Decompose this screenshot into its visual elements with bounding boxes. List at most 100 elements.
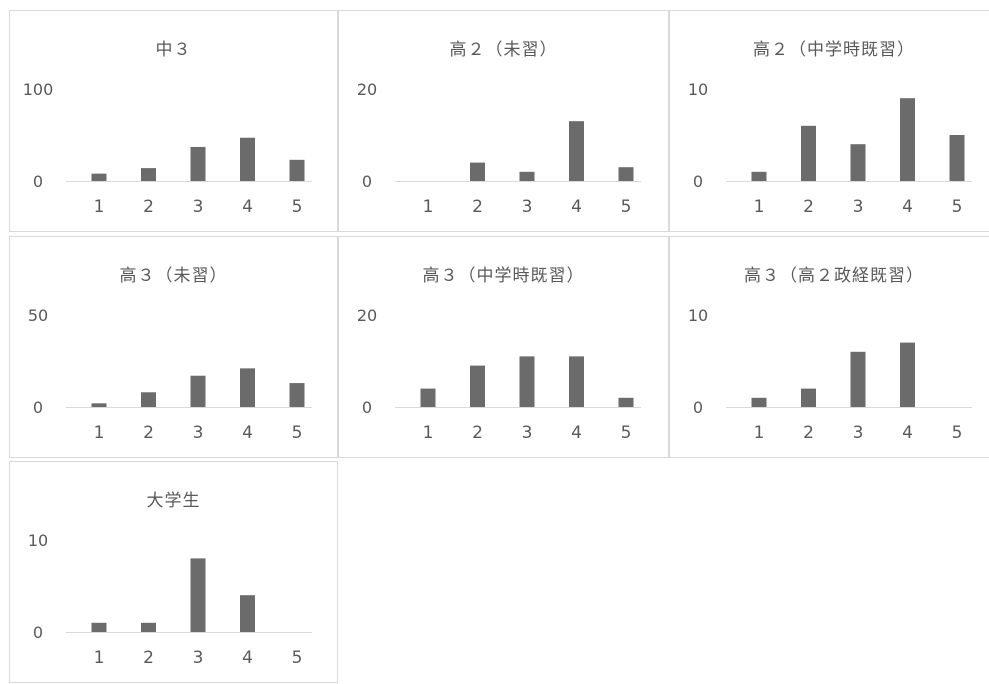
bar-1 <box>91 403 107 407</box>
y-tick-label: 10 <box>688 80 708 99</box>
bar-3 <box>850 351 866 407</box>
bar-5 <box>618 397 634 407</box>
chart-panel-ko3-ko2-seikei-kishu: 0 10 1 2 3 4 5 高３（高２政経既習） <box>669 236 989 458</box>
y-tick-label: 0 <box>33 172 43 191</box>
chart-plot: 0 10 1 2 3 4 5 <box>688 306 972 443</box>
chart-title: 大学生 <box>146 491 201 511</box>
x-tick-label: 2 <box>803 423 814 443</box>
bar-2 <box>470 162 485 181</box>
x-tick-label: 5 <box>952 197 963 217</box>
bar-4 <box>240 368 255 407</box>
x-tick-label: 4 <box>242 197 253 217</box>
bar-3 <box>190 558 206 632</box>
chart-panel-daigakusei: 0 10 1 2 3 4 5 大学生 <box>9 461 338 683</box>
chart-title: 高３（未習） <box>119 266 228 286</box>
bar-4 <box>240 595 255 632</box>
x-tick-label: 5 <box>292 197 303 217</box>
x-tick-label: 1 <box>94 423 105 443</box>
bar-5 <box>289 383 305 407</box>
bar-1 <box>751 397 767 407</box>
x-tick-label: 5 <box>621 197 632 217</box>
x-tick-label: 4 <box>242 648 253 668</box>
x-tick-label: 1 <box>94 197 105 217</box>
chart-plot: 0 100 1 2 3 4 5 <box>23 80 312 217</box>
x-tick-label: 2 <box>803 197 814 217</box>
bar-4 <box>900 98 915 181</box>
bar-3 <box>519 171 535 181</box>
chart-plot: 0 20 1 2 3 4 5 <box>357 80 641 217</box>
bar-3 <box>190 375 206 407</box>
chart-plot: 0 20 1 2 3 4 5 <box>357 306 641 443</box>
bar-3 <box>190 146 206 181</box>
y-tick-label: 100 <box>23 80 54 99</box>
chart-panel-ko2-mishu: 0 20 1 2 3 4 5 高２（未習） <box>338 10 669 232</box>
chart-title: 高３（高２政経既習） <box>744 266 924 286</box>
bar-2 <box>470 365 485 407</box>
x-tick-label: 4 <box>571 197 582 217</box>
y-tick-label: 20 <box>357 306 377 325</box>
x-tick-label: 3 <box>522 423 533 443</box>
y-tick-label: 20 <box>357 80 377 99</box>
x-tick-label: 1 <box>94 648 105 668</box>
y-tick-label: 0 <box>362 172 372 191</box>
x-tick-label: 2 <box>472 423 483 443</box>
x-tick-label: 1 <box>754 423 765 443</box>
x-tick-label: 3 <box>193 423 204 443</box>
x-tick-label: 1 <box>754 197 765 217</box>
x-tick-label: 3 <box>853 197 864 217</box>
y-tick-label: 0 <box>33 398 43 417</box>
bar-2 <box>141 392 156 407</box>
bar-5 <box>618 167 634 181</box>
x-tick-label: 2 <box>143 423 154 443</box>
x-tick-label: 5 <box>292 423 303 443</box>
bar-1 <box>91 622 107 632</box>
x-tick-label: 3 <box>522 197 533 217</box>
bar-1 <box>420 388 436 407</box>
x-tick-label: 1 <box>423 423 434 443</box>
bar-4 <box>240 137 255 181</box>
x-tick-label: 3 <box>193 648 204 668</box>
y-tick-label: 0 <box>33 623 43 642</box>
bar-2 <box>141 622 156 632</box>
y-tick-label: 0 <box>362 398 372 417</box>
x-tick-label: 3 <box>193 197 204 217</box>
chart-title: 中３ <box>155 40 192 60</box>
bar-4 <box>569 121 584 181</box>
chart-panel-chu3: 0 100 1 2 3 4 5 中３ <box>9 10 338 232</box>
y-tick-label: 0 <box>693 172 703 191</box>
x-tick-label: 5 <box>621 423 632 443</box>
bar-1 <box>91 173 107 181</box>
x-tick-label: 5 <box>292 648 303 668</box>
bar-5 <box>949 135 965 181</box>
bar-3 <box>519 356 535 407</box>
x-tick-label: 2 <box>143 197 154 217</box>
x-tick-label: 1 <box>423 197 434 217</box>
x-tick-label: 4 <box>902 197 913 217</box>
bar-4 <box>569 356 584 407</box>
y-tick-label: 50 <box>28 306 48 325</box>
chart-plot: 0 10 1 2 3 4 5 <box>688 80 972 217</box>
x-tick-label: 3 <box>853 423 864 443</box>
y-tick-label: 10 <box>28 531 48 550</box>
bar-2 <box>801 125 816 181</box>
bar-4 <box>900 342 915 407</box>
chart-panel-ko2-chugaku-kishu: 0 10 1 2 3 4 5 高２（中学時既習） <box>669 10 989 232</box>
y-tick-label: 10 <box>688 306 708 325</box>
chart-title: 高３（中学時既習） <box>422 266 585 286</box>
chart-panel-ko3-mishu: 0 50 1 2 3 4 5 高３（未習） <box>9 236 338 458</box>
x-tick-label: 4 <box>571 423 582 443</box>
bar-5 <box>289 159 305 181</box>
bar-1 <box>751 171 767 181</box>
chart-plot: 0 50 1 2 3 4 5 <box>28 306 312 443</box>
chart-plot: 0 10 1 2 3 4 5 <box>28 531 312 668</box>
x-tick-label: 5 <box>952 423 963 443</box>
chart-panel-ko3-chugaku-kishu: 0 20 1 2 3 4 5 高３（中学時既習） <box>338 236 669 458</box>
x-tick-label: 2 <box>472 197 483 217</box>
y-tick-label: 0 <box>693 398 703 417</box>
bar-3 <box>850 144 866 181</box>
chart-title: 高２（未習） <box>449 40 558 60</box>
bar-2 <box>801 388 816 407</box>
x-tick-label: 4 <box>242 423 253 443</box>
chart-title: 高２（中学時既習） <box>753 40 915 60</box>
x-tick-label: 4 <box>902 423 913 443</box>
